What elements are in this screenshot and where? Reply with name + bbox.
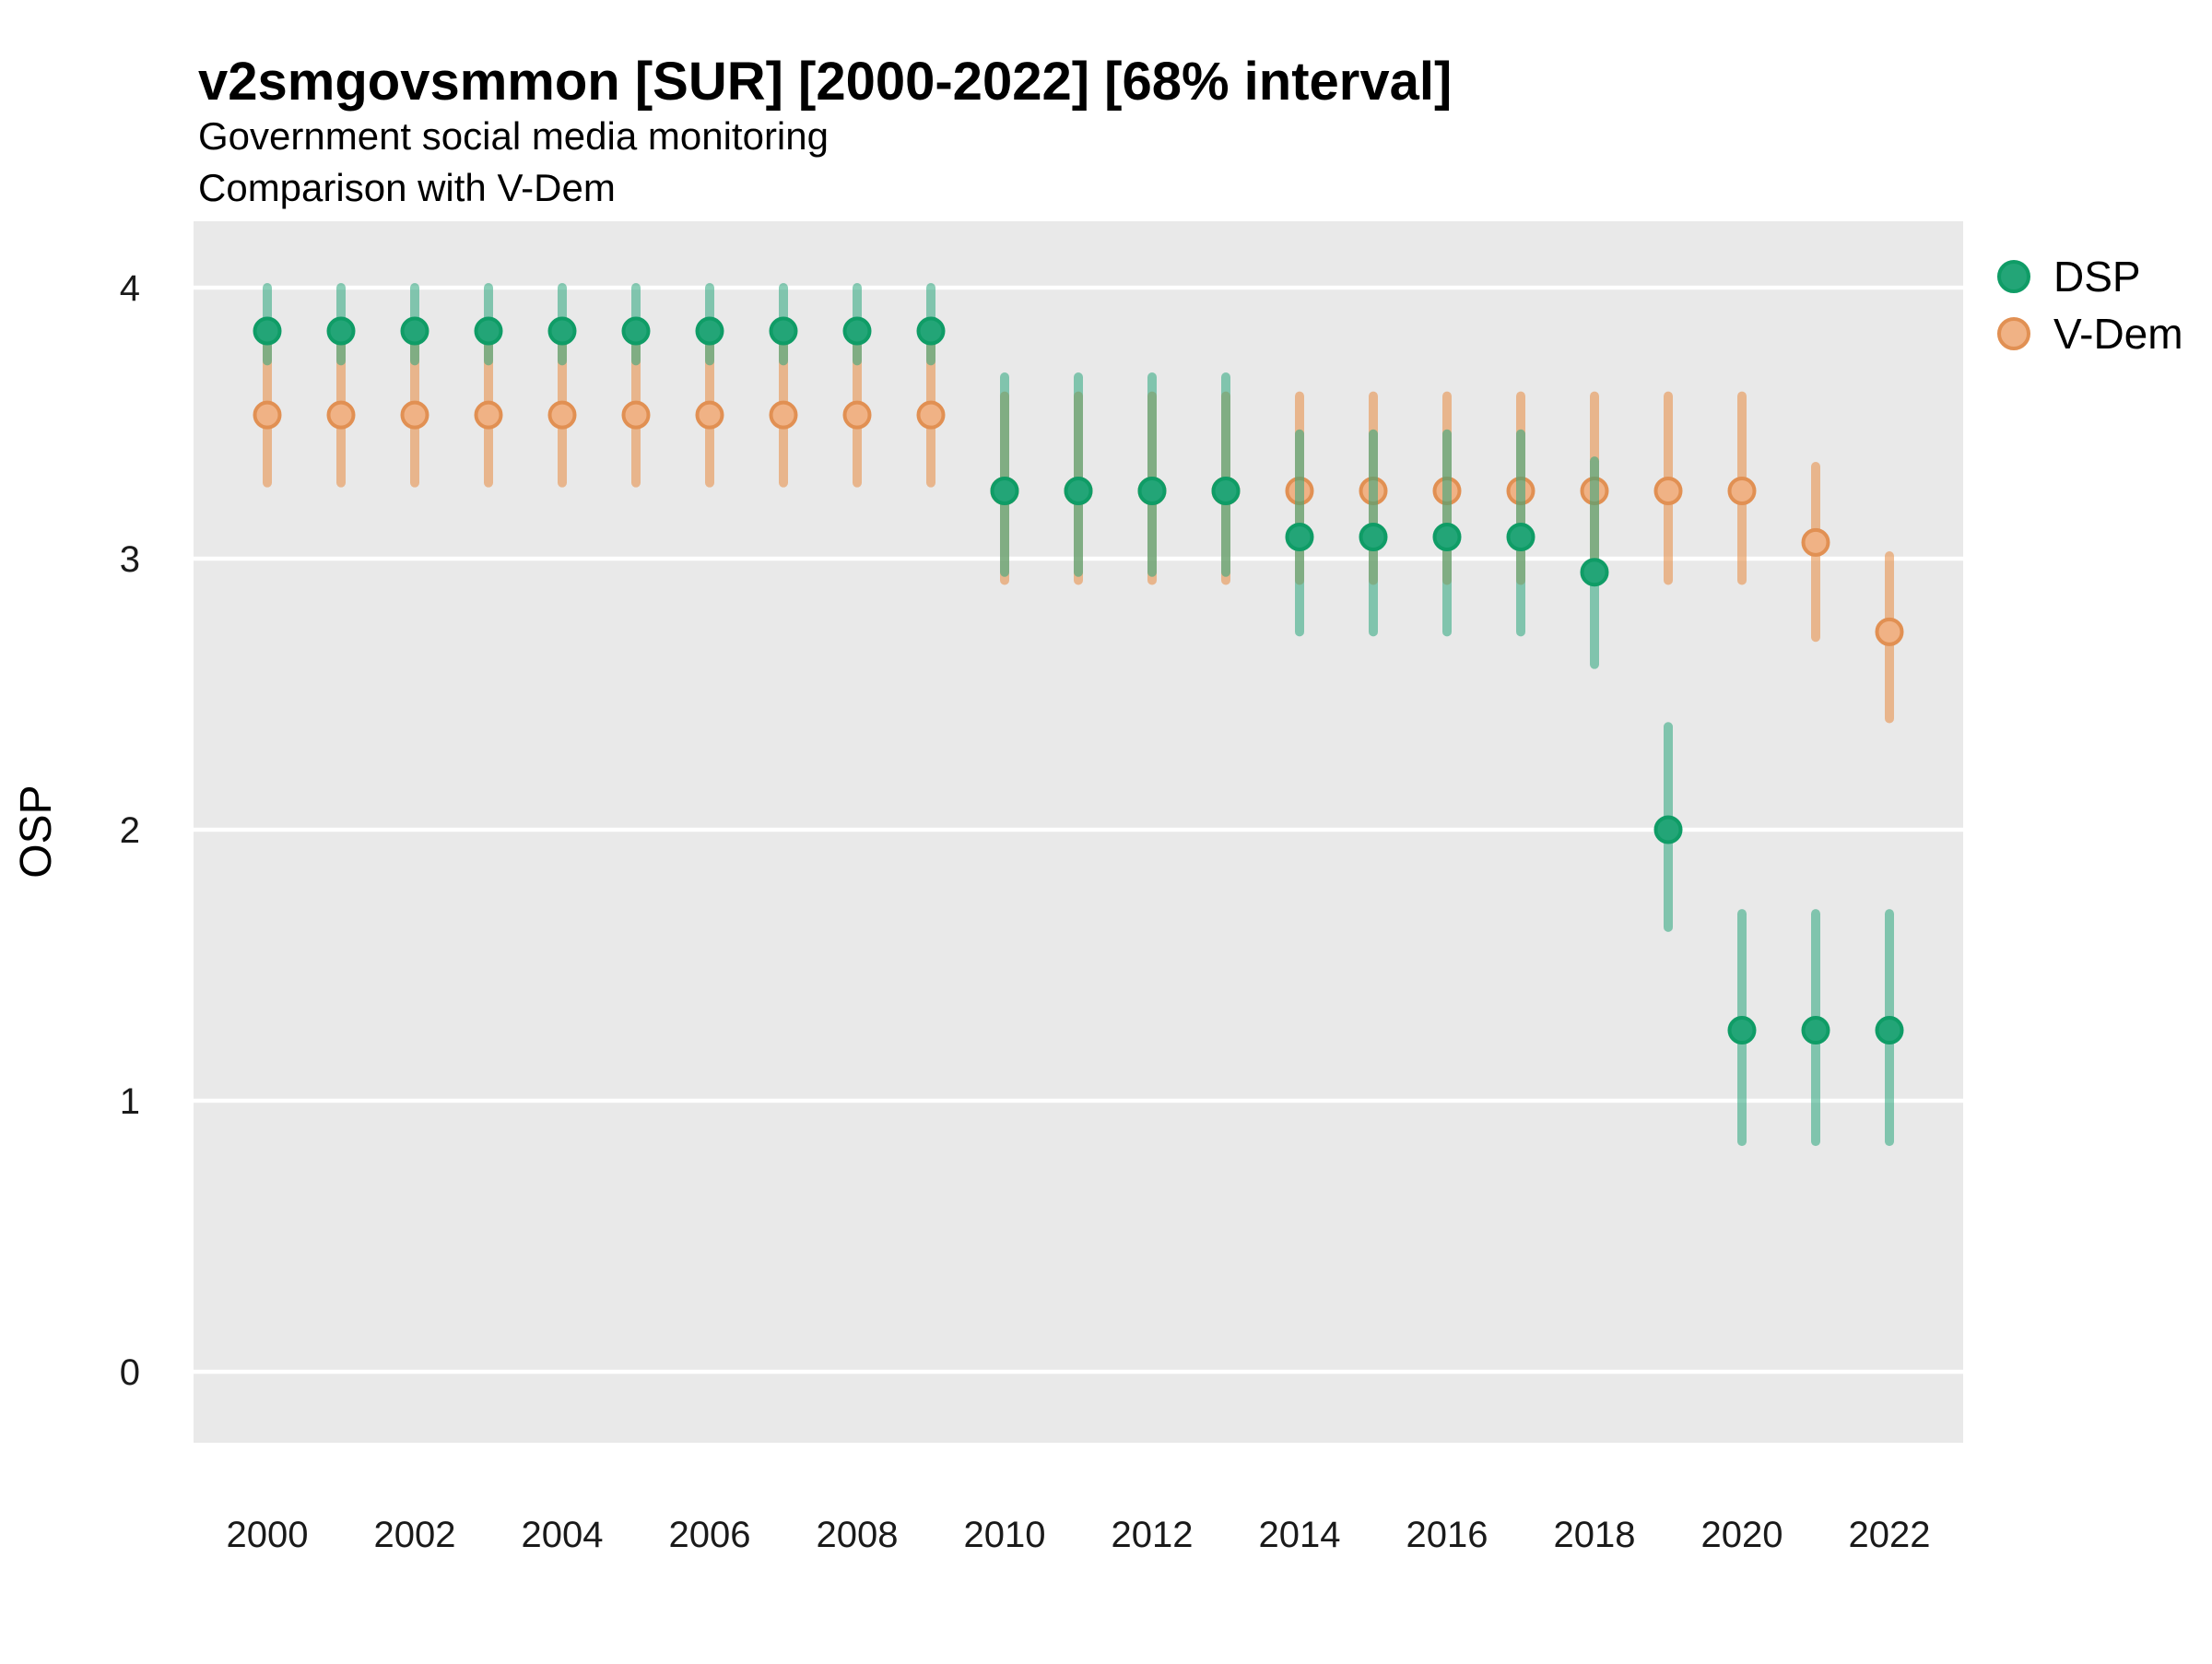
point-vdem-2008 — [842, 400, 872, 430]
legend-dsp-label: DSP — [2053, 253, 2141, 301]
y-tick-3: 3 — [120, 539, 140, 580]
point-dsp-2003 — [474, 316, 503, 346]
point-dsp-2008 — [842, 316, 872, 346]
legend: DSP V-Dem — [1997, 253, 2183, 358]
x-tick-2004: 2004 — [522, 1515, 604, 1555]
point-vdem-2001 — [326, 400, 356, 430]
x-tick-2010: 2010 — [964, 1515, 1046, 1555]
point-dsp-2012 — [1137, 477, 1167, 505]
point-dsp-2005 — [621, 316, 651, 346]
point-vdem-2000 — [253, 400, 282, 430]
point-dsp-2021 — [1801, 1016, 1830, 1045]
point-vdem-2009 — [916, 400, 946, 430]
x-tick-2000: 2000 — [227, 1515, 309, 1555]
y-tick-1: 1 — [120, 1081, 140, 1122]
x-tick-2016: 2016 — [1406, 1515, 1488, 1555]
point-dsp-2007 — [769, 316, 798, 346]
legend-vdem-dot-icon — [1997, 317, 2030, 350]
point-dsp-2009 — [916, 316, 946, 346]
point-dsp-2018 — [1580, 558, 1609, 587]
x-axis-tick-labels: 2000 2002 2004 2006 2008 2010 2012 2014 2016 2018… — [227, 1515, 1931, 1555]
point-dsp-2017 — [1506, 522, 1535, 551]
point-dsp-2022 — [1875, 1016, 1904, 1045]
point-vdem-2020 — [1727, 477, 1757, 505]
chart-subtitle-line2: Comparison with V-Dem — [198, 166, 616, 209]
point-vdem-2007 — [769, 400, 798, 430]
y-tick-0: 0 — [120, 1352, 140, 1393]
y-tick-2: 2 — [120, 810, 140, 851]
x-tick-2014: 2014 — [1259, 1515, 1341, 1555]
point-dsp-2004 — [547, 316, 577, 346]
point-vdem-2003 — [474, 400, 503, 430]
point-vdem-2002 — [400, 400, 429, 430]
point-dsp-2019 — [1653, 815, 1683, 844]
point-vdem-2019 — [1653, 477, 1683, 505]
point-vdem-2006 — [695, 400, 724, 430]
point-dsp-2011 — [1064, 477, 1093, 505]
point-dsp-2010 — [990, 477, 1019, 505]
point-dsp-2006 — [695, 316, 724, 346]
point-vdem-2005 — [621, 400, 651, 430]
x-tick-2012: 2012 — [1112, 1515, 1194, 1555]
point-dsp-2016 — [1432, 522, 1462, 551]
point-dsp-2013 — [1211, 477, 1241, 505]
x-tick-2002: 2002 — [374, 1515, 456, 1555]
x-tick-2020: 2020 — [1701, 1515, 1783, 1555]
x-tick-2008: 2008 — [817, 1515, 899, 1555]
point-dsp-2001 — [326, 316, 356, 346]
point-dsp-2014 — [1285, 522, 1314, 551]
legend-dsp-dot-icon — [1997, 260, 2030, 293]
chart-title: v2smgovsmmon [SUR] [2000-2022] [68% inte… — [198, 52, 1452, 112]
point-dsp-2002 — [400, 316, 429, 346]
point-vdem-2022 — [1875, 617, 1904, 646]
point-vdem-2004 — [547, 400, 577, 430]
y-tick-4: 4 — [120, 268, 140, 309]
data-marks — [253, 283, 1904, 1147]
x-tick-2022: 2022 — [1849, 1515, 1931, 1555]
point-vdem-2021 — [1801, 527, 1830, 557]
x-tick-2006: 2006 — [669, 1515, 751, 1555]
point-dsp-2000 — [253, 316, 282, 346]
chart-subtitle-line1: Government social media monitoring — [198, 114, 829, 158]
legend-vdem-label: V-Dem — [2053, 310, 2183, 358]
x-tick-2018: 2018 — [1554, 1515, 1636, 1555]
y-axis-label: OSP — [12, 785, 61, 878]
point-dsp-2020 — [1727, 1016, 1757, 1045]
y-axis-tick-labels: 0 1 2 3 4 — [120, 268, 140, 1393]
point-dsp-2015 — [1359, 522, 1388, 551]
